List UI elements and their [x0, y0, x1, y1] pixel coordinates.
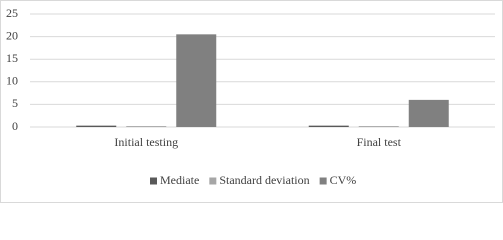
bar — [358, 126, 399, 127]
y-tick-label: 10 — [6, 74, 18, 88]
x-tick-label: Initial testing — [114, 135, 178, 149]
y-tick-label: 20 — [6, 28, 18, 42]
bar — [126, 126, 167, 127]
legend-label: Mediate — [160, 173, 199, 187]
legend-label: CV% — [330, 173, 357, 187]
y-tick-label: 15 — [6, 51, 18, 65]
bar — [308, 125, 349, 127]
legend-swatch — [150, 177, 157, 185]
legend-swatch — [209, 177, 217, 185]
bar — [176, 34, 217, 128]
bar — [76, 125, 117, 127]
bar — [408, 99, 449, 127]
y-tick-label: 0 — [12, 119, 18, 133]
chart: 0 5 10 15 20 25 Initial testing Final test Media… — [0, 0, 503, 203]
legend-swatch — [319, 177, 327, 185]
y-tick-label: 5 — [12, 96, 18, 110]
x-tick-label: Final test — [357, 135, 402, 149]
y-tick-label: 25 — [6, 6, 18, 20]
legend-label: Standard deviation — [219, 173, 309, 187]
